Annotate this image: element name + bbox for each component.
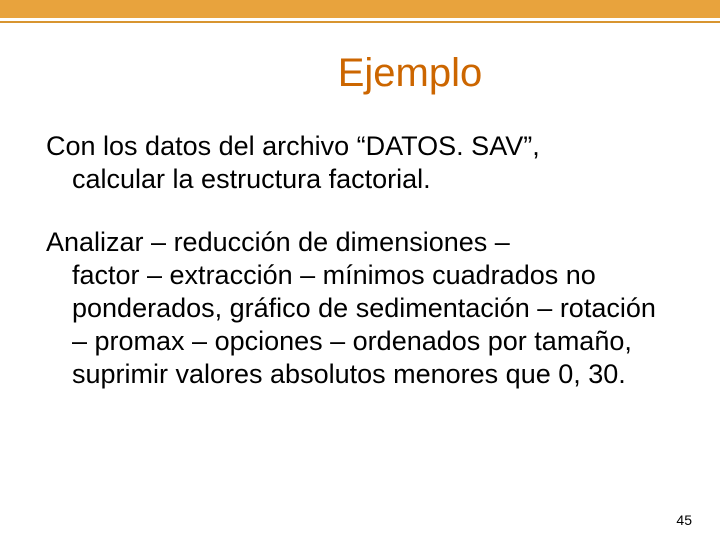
- slide-title: Ejemplo: [186, 51, 634, 96]
- paragraph-2: Analizar – reducción de dimensiones – fa…: [46, 226, 674, 391]
- header-bar: [0, 0, 720, 18]
- para2-rest: factor – extracción – mínimos cuadrados …: [46, 259, 674, 391]
- para1-line1: Con los datos del archivo “DATOS. SAV”,: [46, 130, 674, 163]
- paragraph-1: Con los datos del archivo “DATOS. SAV”, …: [46, 130, 674, 196]
- para1-rest: calcular la estructura factorial.: [46, 163, 674, 196]
- slide-content: Ejemplo Con los datos del archivo “DATOS…: [0, 23, 720, 391]
- para2-line1: Analizar – reducción de dimensiones –: [46, 226, 674, 259]
- page-number: 45: [676, 512, 692, 528]
